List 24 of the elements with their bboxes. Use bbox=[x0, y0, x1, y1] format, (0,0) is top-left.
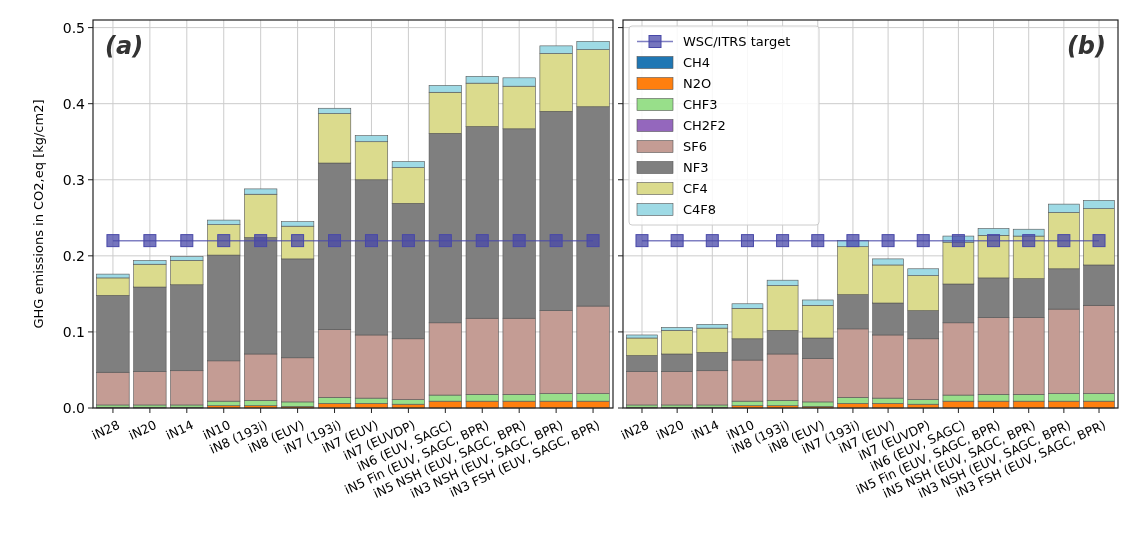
x-tick-label: iN28 bbox=[618, 417, 651, 443]
legend-label: CH4 bbox=[683, 55, 711, 71]
legend-label: N2O bbox=[683, 76, 712, 92]
legend-label: CH2F2 bbox=[683, 118, 726, 134]
x-tick-label: iN14 bbox=[163, 417, 196, 443]
legend-label: WSC/ITRS target bbox=[683, 34, 791, 50]
y-tick-label: 0.4 bbox=[62, 95, 86, 112]
x-tick-label: iN20 bbox=[126, 417, 159, 443]
legend-label: NF3 bbox=[683, 160, 709, 176]
text: (b) bbox=[1066, 32, 1106, 60]
y-tick-label: 0.1 bbox=[62, 323, 85, 340]
legend-label: CHF3 bbox=[683, 97, 718, 113]
y-tick-label: 0.0 bbox=[62, 399, 85, 416]
y-tick-label: 0.3 bbox=[62, 171, 85, 188]
x-tick-label: iN20 bbox=[653, 417, 687, 443]
x-tick-label: iN28 bbox=[89, 417, 122, 443]
legend-label: C4F8 bbox=[683, 202, 717, 218]
y-axis-title: GHG emissions in CO2,eq [kg/cm2] bbox=[31, 99, 46, 329]
y-tick-label: 0.5 bbox=[62, 19, 85, 36]
legend-label: SF6 bbox=[683, 139, 708, 155]
y-tick-label: 0.2 bbox=[62, 247, 85, 264]
text: (a) bbox=[105, 32, 144, 60]
x-tick-label: iN14 bbox=[688, 417, 722, 443]
legend-label: CF4 bbox=[683, 181, 708, 197]
